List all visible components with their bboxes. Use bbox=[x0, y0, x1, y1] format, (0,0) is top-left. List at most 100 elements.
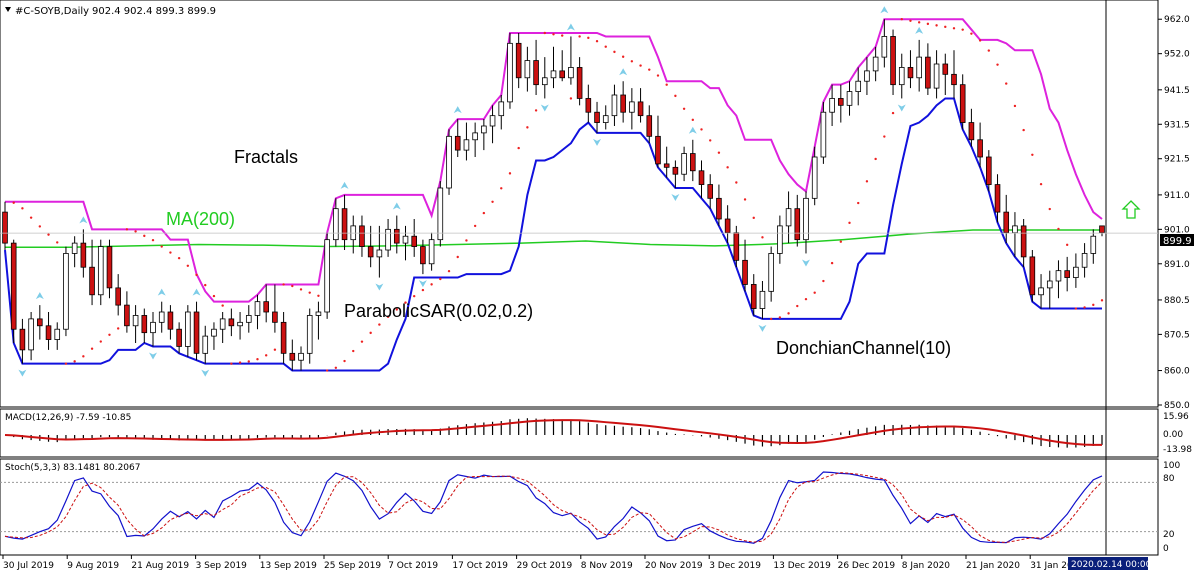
time-tick-label: 13 Sep 2019 bbox=[260, 561, 317, 571]
candle-body bbox=[437, 187, 444, 241]
sar-dot bbox=[691, 118, 695, 122]
macd-label: MACD(12,26,9) -7.59 -10.85 bbox=[5, 413, 131, 423]
candle-body bbox=[768, 253, 774, 292]
triangle-down-icon[interactable] bbox=[5, 7, 11, 12]
candle-body bbox=[1046, 280, 1053, 289]
sar-dot bbox=[169, 251, 172, 254]
candle-body bbox=[707, 184, 714, 199]
sar-dot bbox=[682, 107, 686, 110]
candle-body bbox=[716, 197, 722, 220]
time-cursor-label: 2020.02.14 00:00 bbox=[1071, 560, 1152, 570]
fractal-up-icon bbox=[392, 202, 401, 210]
candle-body bbox=[489, 115, 496, 127]
sar-dot bbox=[578, 35, 581, 38]
candle-body bbox=[959, 84, 966, 123]
time-tick-label: 21 Jan 2020 bbox=[966, 561, 1020, 571]
candle-body bbox=[890, 36, 896, 86]
candle-body bbox=[855, 80, 862, 92]
candle-body bbox=[576, 67, 583, 99]
sar-dot bbox=[352, 349, 355, 353]
candle-body bbox=[10, 242, 17, 330]
price-tick-label: 850.0 bbox=[1164, 401, 1190, 411]
stoch-signal-line bbox=[4, 472, 1103, 543]
candle-body bbox=[376, 249, 383, 258]
macd-pane[interactable] bbox=[0, 408, 1159, 458]
sar-dot bbox=[308, 291, 311, 294]
sar-dot bbox=[29, 216, 33, 219]
sar-dot bbox=[517, 146, 520, 150]
candle-body bbox=[71, 242, 78, 254]
sar-dot bbox=[848, 221, 851, 225]
candle-body bbox=[794, 208, 801, 241]
candle-body bbox=[690, 153, 696, 172]
candle-body bbox=[724, 218, 731, 234]
price-tick-label: 880.5 bbox=[1164, 296, 1190, 306]
candle-body bbox=[245, 315, 252, 323]
sar-dot bbox=[883, 135, 886, 138]
candle-body bbox=[811, 156, 818, 199]
sar-dot bbox=[456, 255, 459, 259]
sar-dot bbox=[665, 83, 668, 86]
sar-dot bbox=[857, 201, 860, 205]
sar-dot bbox=[569, 97, 573, 100]
fractal-down-icon bbox=[418, 280, 427, 288]
candle-body bbox=[185, 311, 191, 347]
stoch-pane[interactable] bbox=[0, 458, 1159, 556]
candle-body bbox=[63, 253, 69, 330]
sar-dot bbox=[1100, 299, 1104, 302]
sar-dot bbox=[395, 308, 398, 311]
sar-dot bbox=[204, 283, 207, 287]
time-tick-label: 3 Dec 2019 bbox=[709, 561, 761, 571]
price-tick-label: 891.0 bbox=[1164, 260, 1190, 270]
sar-dot bbox=[369, 331, 372, 335]
candle-body bbox=[846, 91, 853, 106]
sar-dot bbox=[656, 74, 660, 77]
candle-body bbox=[733, 232, 740, 261]
candle-body bbox=[820, 111, 827, 158]
candle-body bbox=[533, 60, 539, 86]
ohlc-values: 902.4 902.4 899.3 899.9 bbox=[92, 6, 216, 17]
candle-body bbox=[211, 328, 217, 337]
candle-body bbox=[829, 98, 835, 113]
sar-dot bbox=[447, 269, 451, 273]
candle-body bbox=[19, 328, 26, 351]
sar-dot bbox=[143, 234, 146, 238]
donchian-annotation: DonchianChannel(10) bbox=[776, 338, 951, 358]
sar-dot bbox=[996, 63, 999, 66]
sar-dot bbox=[935, 24, 938, 27]
sar-dot bbox=[1048, 207, 1051, 211]
candle-body bbox=[559, 70, 566, 79]
candle-body bbox=[777, 225, 783, 254]
sar-dot bbox=[404, 301, 407, 304]
sar-dot bbox=[534, 109, 538, 112]
candle-body bbox=[803, 197, 809, 241]
candle-body bbox=[602, 115, 609, 123]
stoch-tick-20: 20 bbox=[1163, 530, 1175, 540]
main-pane[interactable] bbox=[0, 0, 1159, 408]
candle-body bbox=[193, 311, 200, 354]
candle-body bbox=[663, 163, 670, 168]
sar-dot bbox=[709, 139, 712, 142]
sar-dot bbox=[1013, 104, 1017, 108]
candle-body bbox=[341, 208, 348, 241]
candle-body bbox=[106, 246, 113, 289]
candle-body bbox=[1064, 270, 1070, 278]
candle-body bbox=[463, 139, 470, 151]
sar-dot bbox=[238, 361, 242, 364]
candle-body bbox=[925, 56, 931, 89]
price-tick-label: 962.0 bbox=[1164, 15, 1190, 25]
sar-dot bbox=[909, 19, 912, 23]
candle-body bbox=[28, 318, 34, 351]
price-tick-label: 870.5 bbox=[1164, 330, 1190, 340]
candle-body bbox=[2, 211, 8, 244]
fractal-up-icon bbox=[566, 23, 575, 31]
sar-dot bbox=[186, 264, 190, 267]
donchian-upper-line bbox=[5, 18, 1103, 303]
time-tick-label: 26 Dec 2019 bbox=[838, 561, 896, 571]
candle-body bbox=[986, 156, 992, 185]
candle-body bbox=[306, 315, 313, 354]
sar-dot bbox=[221, 304, 224, 307]
sar-dot bbox=[82, 355, 85, 358]
sar-dot bbox=[830, 261, 834, 265]
